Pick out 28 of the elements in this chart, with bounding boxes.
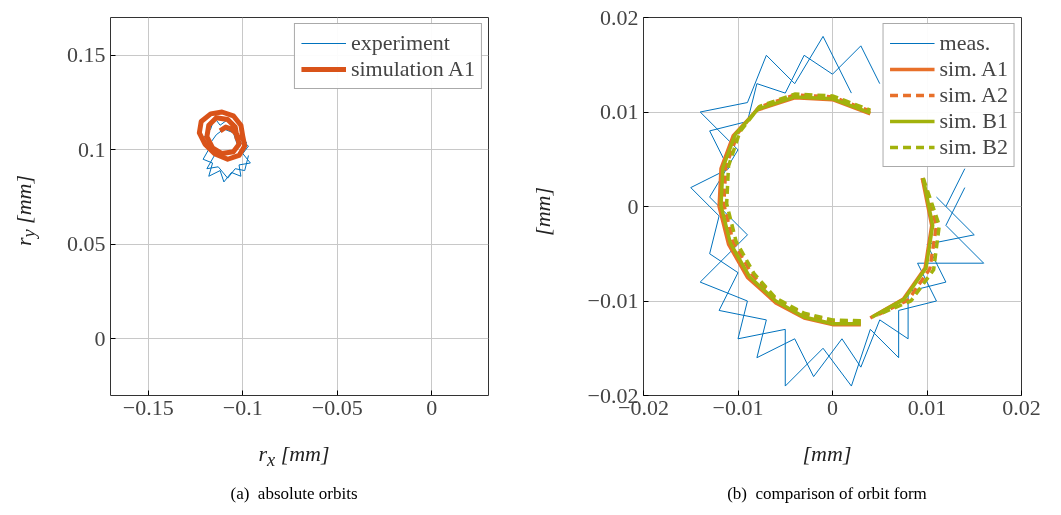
y-tick-label: −0.01: [587, 288, 639, 313]
x-tick-label: −0.15: [122, 394, 174, 420]
legend-label: sim. B2: [939, 134, 1008, 160]
x-tick-label: 0.01: [907, 394, 947, 420]
text: (a) absolute orbits: [229, 483, 359, 505]
y-tick-label: 0.02: [600, 4, 639, 30]
x-axis-title: [mm]: [801, 440, 853, 468]
y-tick-label: 0.01: [600, 99, 639, 124]
text: (b) comparison of orbit form: [726, 483, 928, 505]
legend-label: sim. A1: [939, 56, 1008, 82]
y-tick-label: 0: [627, 193, 639, 219]
legend-label: meas.: [939, 30, 991, 56]
y-tick-label: 0.15: [67, 42, 106, 68]
legend-label: experiment: [350, 30, 450, 56]
x-tick-label: −0.1: [222, 394, 263, 420]
x-axis-title: r$_{x}$ [mm]: [257, 440, 331, 473]
y-tick-label: 0.05: [67, 231, 106, 257]
x-tick-label: −0.05: [311, 394, 363, 420]
y-tick-label: 0.1: [78, 136, 106, 162]
y-axis-title: [mm]: [529, 186, 557, 236]
legend-label: simulation A1: [350, 56, 475, 82]
legend-label: sim. A2: [939, 82, 1008, 108]
x-tick-label: 0: [426, 394, 438, 420]
x-tick-label: 0: [827, 394, 838, 420]
legend-label: sim. B1: [939, 108, 1008, 134]
y-tick-label: 0: [94, 325, 106, 351]
x-tick-label: 0.02: [1002, 394, 1041, 420]
x-tick-label: −0.01: [712, 394, 764, 420]
